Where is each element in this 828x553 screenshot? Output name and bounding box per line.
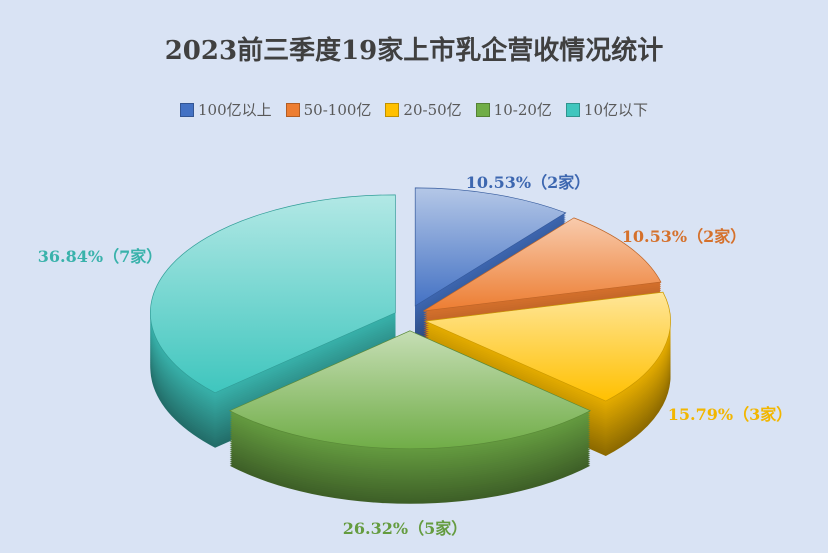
legend-swatch	[565, 102, 580, 117]
legend-label: 10-20亿	[493, 101, 552, 119]
data-label-0: 10.53%（2家）	[466, 173, 590, 192]
data-label-2: 15.79%（3家）	[668, 405, 792, 424]
legend-label: 50-100亿	[303, 101, 372, 119]
legend-item-1[interactable]: 50-100亿	[285, 99, 372, 120]
legend-item-4[interactable]: 10亿以下	[565, 99, 649, 120]
pie-slice-1[interactable]	[423, 217, 662, 312]
legend-label: 10亿以下	[583, 101, 649, 119]
data-label-3: 26.32%（5家）	[343, 519, 467, 538]
legend-item-2[interactable]: 20-50亿	[385, 99, 462, 120]
legend-swatch	[475, 102, 490, 117]
chart-title: 2023前三季度19家上市乳企营收情况统计	[164, 36, 664, 66]
data-label-1: 10.53%（2家）	[622, 227, 746, 246]
pie-slice-4[interactable]	[150, 194, 396, 394]
legend-swatch	[179, 102, 194, 117]
legend-swatch	[385, 102, 400, 117]
pie-slice-3[interactable]	[228, 330, 592, 450]
legend-label: 20-50亿	[403, 101, 462, 119]
legend-item-3[interactable]: 10-20亿	[475, 99, 552, 120]
pie-slice-0[interactable]	[414, 187, 567, 307]
legend-swatch	[285, 102, 300, 117]
legend-item-0[interactable]: 100亿以上	[179, 99, 272, 120]
data-label-4: 36.84%（7家）	[38, 247, 162, 266]
legend: 100亿以上 50-100亿 20-50亿 10-20亿 10亿以下	[0, 99, 828, 120]
pie-slice-2[interactable]	[424, 291, 671, 402]
legend-label: 100亿以上	[197, 101, 272, 119]
